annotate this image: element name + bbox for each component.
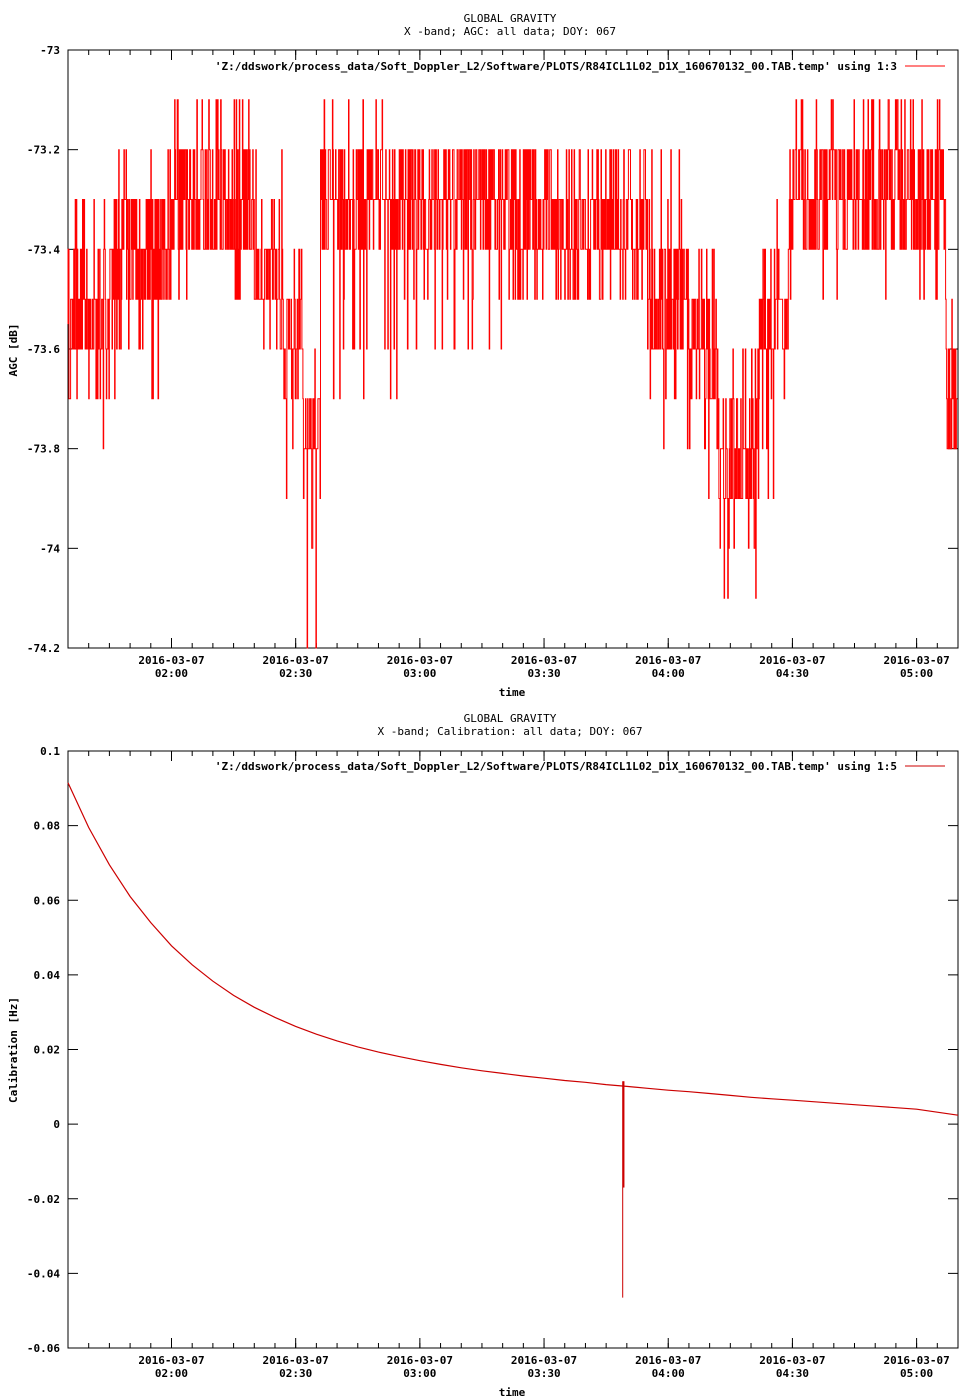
plot-frame xyxy=(67,750,959,1349)
legend-label: 'Z:/ddswork/process_data/Soft_Doppler_L2… xyxy=(215,60,897,73)
x-tick-label-date: 2016-03-07 xyxy=(883,654,949,667)
chart-title: GLOBAL GRAVITY xyxy=(464,12,557,25)
y-tick-label: -74.2 xyxy=(27,642,60,655)
x-tick-label-date: 2016-03-07 xyxy=(387,1354,453,1367)
agc-series-line xyxy=(67,99,958,649)
chart-title: GLOBAL GRAVITY xyxy=(464,712,557,725)
x-tick-label-time: 05:00 xyxy=(900,1367,933,1380)
x-tick-label-time: 03:30 xyxy=(527,1367,560,1380)
x-tick-label-date: 2016-03-07 xyxy=(759,654,825,667)
x-tick-label-time: 03:00 xyxy=(403,667,436,680)
calibration-chart: GLOBAL GRAVITY X -band; Calibration: all… xyxy=(7,712,959,1399)
y-axis-label: AGC [dB] xyxy=(7,324,20,377)
x-tick-label-time: 05:00 xyxy=(900,667,933,680)
x-tick-label-time: 02:00 xyxy=(155,1367,188,1380)
x-tick-label-date: 2016-03-07 xyxy=(263,1354,329,1367)
chart-subtitle: X -band; Calibration: all data; DOY: 067 xyxy=(378,725,643,738)
y-axis-label: Calibration [Hz] xyxy=(7,997,20,1103)
x-tick-label-date: 2016-03-07 xyxy=(759,1354,825,1367)
x-tick-label-date: 2016-03-07 xyxy=(883,1354,949,1367)
x-tick-label-date: 2016-03-07 xyxy=(511,1354,577,1367)
x-tick-label-time: 03:30 xyxy=(527,667,560,680)
y-tick-label: 0.06 xyxy=(34,894,61,907)
y-tick-label: -73.6 xyxy=(27,343,60,356)
y-tick-label: -0.06 xyxy=(27,1342,60,1355)
x-tick-label-date: 2016-03-07 xyxy=(511,654,577,667)
y-tick-label: 0 xyxy=(53,1118,60,1131)
y-tick-label: -73 xyxy=(40,44,60,57)
y-tick-label: 0.08 xyxy=(34,820,61,833)
x-axis-label: time xyxy=(499,686,526,699)
x-tick-label-date: 2016-03-07 xyxy=(263,654,329,667)
y-tick-label: 0.1 xyxy=(40,745,60,758)
x-tick-label-date: 2016-03-07 xyxy=(635,654,701,667)
x-tick-label-time: 04:30 xyxy=(776,667,809,680)
legend-label: 'Z:/ddswork/process_data/Soft_Doppler_L2… xyxy=(215,760,897,773)
y-tick-label: -0.04 xyxy=(27,1267,60,1280)
x-tick-label-time: 02:30 xyxy=(279,667,312,680)
x-tick-label-time: 02:00 xyxy=(155,667,188,680)
x-tick-label-time: 04:30 xyxy=(776,1367,809,1380)
x-tick-label-time: 03:00 xyxy=(403,1367,436,1380)
y-tick-label: -73.4 xyxy=(27,243,60,256)
x-tick-label-date: 2016-03-07 xyxy=(138,1354,204,1367)
chart-subtitle: X -band; AGC: all data; DOY: 067 xyxy=(404,25,616,38)
y-tick-label: 0.02 xyxy=(34,1044,61,1057)
y-tick-label: -73.2 xyxy=(27,144,60,157)
y-tick-label: -0.02 xyxy=(27,1193,60,1206)
x-tick-label-date: 2016-03-07 xyxy=(387,654,453,667)
y-tick-label: -74 xyxy=(40,542,60,555)
x-tick-label-time: 04:00 xyxy=(652,1367,685,1380)
x-tick-label-time: 02:30 xyxy=(279,1367,312,1380)
agc-chart: GLOBAL GRAVITY X -band; AGC: all data; D… xyxy=(7,12,959,699)
x-axis-label: time xyxy=(499,1386,526,1399)
x-tick-label-date: 2016-03-07 xyxy=(635,1354,701,1367)
y-tick-label: -73.8 xyxy=(27,443,60,456)
x-tick-label-time: 04:00 xyxy=(652,667,685,680)
calibration-series-line xyxy=(67,782,959,1116)
y-tick-label: 0.04 xyxy=(34,969,61,982)
x-tick-label-date: 2016-03-07 xyxy=(138,654,204,667)
